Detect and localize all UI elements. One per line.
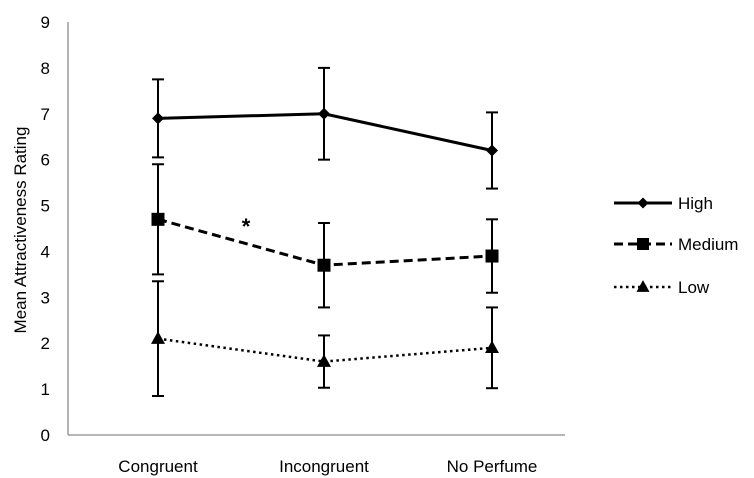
x-tick-labels: Congruent Incongruent No Perfume: [118, 457, 537, 476]
series-high: [152, 66, 498, 190]
y-tick-label: 0: [41, 426, 50, 445]
plot-area: 0 1 2 3 4 5 6 7 8 9 Congruent Incongruent No Perfum…: [41, 13, 565, 476]
y-tick-labels: 0 1 2 3 4 5 6 7 8 9: [41, 13, 50, 445]
annotation-layer: *: [242, 214, 251, 239]
y-tick-label: 7: [41, 105, 50, 124]
x-tick-label: Congruent: [118, 457, 198, 476]
legend: High Medium Low: [614, 194, 738, 297]
data-point-medium: [317, 258, 331, 272]
data-point-medium: [485, 249, 499, 263]
series-low: [151, 280, 499, 397]
y-tick-label: 6: [41, 151, 50, 170]
data-point-low: [151, 331, 165, 344]
legend-item-high: High: [614, 194, 713, 213]
y-tick-label: 9: [41, 13, 50, 32]
y-tick-label: 5: [41, 197, 50, 216]
y-tick-label: 1: [41, 380, 50, 399]
legend-marker-medium: [637, 238, 649, 250]
series-medium: [151, 163, 499, 309]
legend-label-medium: Medium: [678, 235, 738, 254]
legend-item-low: Low: [614, 278, 710, 297]
data-point-high: [486, 144, 498, 157]
series-line-low: [157, 337, 493, 363]
y-axis-title: Mean Attractiveness Rating: [11, 127, 30, 334]
x-tick-label: No Perfume: [447, 457, 538, 476]
y-tick-label: 2: [41, 334, 50, 353]
legend-marker-high: [637, 197, 649, 209]
legend-marker-low: [636, 280, 650, 292]
data-point-high: [318, 107, 330, 120]
y-tick-label: 8: [41, 59, 50, 78]
legend-label-high: High: [678, 194, 713, 213]
data-point-low: [485, 340, 499, 354]
y-tick-label: 3: [41, 288, 50, 307]
significance-annotation: *: [242, 214, 251, 239]
data-point-medium: [151, 212, 165, 226]
legend-item-medium: Medium: [614, 235, 738, 254]
y-tick-label: 4: [41, 242, 50, 261]
x-tick-label: Incongruent: [279, 457, 369, 476]
data-point-low: [317, 354, 331, 367]
series-layer: [151, 66, 499, 397]
legend-label-low: Low: [678, 278, 710, 297]
data-point-high: [152, 112, 164, 125]
